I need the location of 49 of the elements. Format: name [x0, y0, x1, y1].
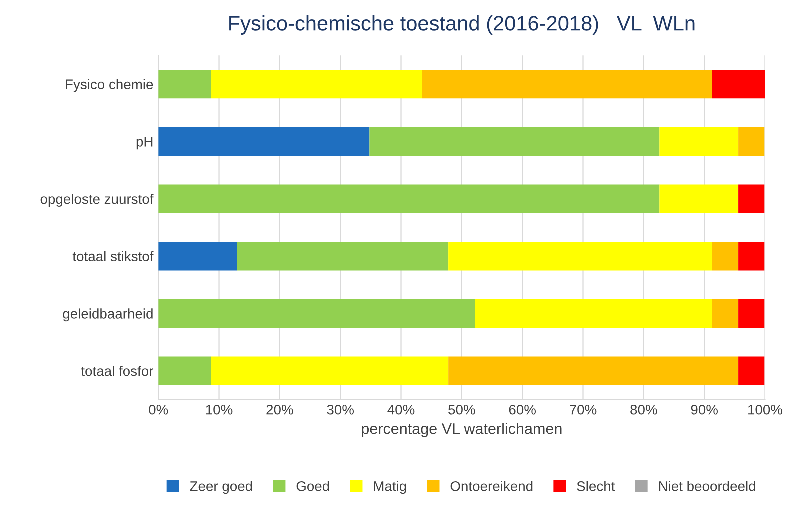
x-tick-label: 90% [691, 404, 718, 415]
bar [448, 356, 739, 386]
bar [475, 299, 712, 328]
bar [738, 127, 765, 156]
legend-label: Zeer goed [190, 481, 252, 494]
bar [660, 127, 739, 156]
x-tick-label: 30% [327, 404, 354, 415]
bar [660, 184, 739, 214]
chart-title: Fysico-chemische toestand (2016-2018) VL WLn [230, 16, 695, 35]
y-tick-label: totaal stikstof [72, 251, 154, 262]
x-axis-title: percentage VL waterlichamen [362, 423, 562, 438]
bar [712, 242, 739, 271]
bar [738, 184, 765, 214]
x-tick-label: 0% [149, 404, 168, 415]
x-tick-label: 20% [266, 404, 294, 415]
bar [370, 127, 660, 156]
bar [158, 184, 660, 214]
bar [448, 242, 712, 271]
y-tick-label: totaal fosfor [81, 366, 154, 376]
x-tick-label: 50% [448, 404, 476, 415]
bar [712, 299, 739, 328]
legend-label: Slecht [577, 481, 616, 492]
x-tick-label: 40% [388, 404, 415, 415]
x-tick-label: 10% [206, 404, 233, 415]
bar [158, 242, 238, 271]
bar [211, 356, 449, 386]
legend-label: Goed [296, 481, 330, 492]
y-tick-label: pH [136, 137, 153, 150]
bar [738, 299, 765, 328]
bar [211, 70, 422, 99]
x-tick-label: 80% [630, 404, 658, 415]
x-tick-label: 60% [509, 404, 536, 415]
legend-label: Ontoereikend [450, 481, 533, 492]
legend-label: Matig [374, 481, 406, 494]
bar [158, 356, 212, 386]
bar [712, 70, 766, 99]
bar [158, 70, 212, 99]
y-tick-label: geleidbaarheid [63, 308, 153, 322]
bar [738, 356, 765, 386]
x-tick-label: 70% [570, 404, 597, 415]
bar [738, 242, 765, 271]
bar [158, 299, 476, 328]
bar [422, 70, 712, 99]
legend-label: Niet beoordeeld [659, 481, 756, 492]
y-tick-label: opgeloste zuurstof [40, 194, 154, 207]
x-tick-label: 100% [748, 404, 783, 415]
bar [158, 127, 370, 156]
y-tick-label: Fysico chemie [66, 79, 154, 92]
bar [237, 242, 449, 271]
